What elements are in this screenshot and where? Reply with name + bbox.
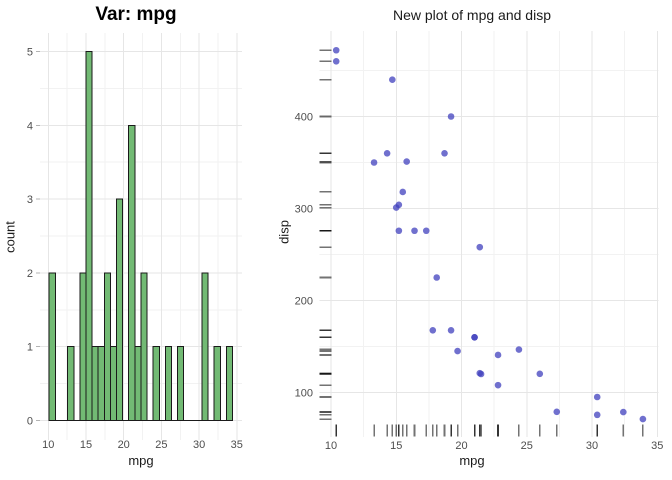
scatter-point: [403, 158, 410, 165]
histogram-title: Var: mpg: [95, 4, 177, 25]
x-tick-label: 25: [155, 439, 167, 451]
histogram-bar: [97, 346, 105, 422]
histogram-bar: [128, 124, 136, 422]
y-tick-label: 300: [295, 204, 313, 216]
scatter-point: [383, 150, 391, 157]
scatter-point: [515, 346, 523, 353]
scatter-point: [593, 393, 601, 401]
y-tick-label: 0: [27, 416, 33, 428]
histogram-bar: [225, 346, 234, 422]
y-tick-label: 100: [295, 388, 313, 400]
histogram-bar: [140, 272, 148, 421]
scatter-point: [454, 347, 461, 355]
scatter-point: [422, 227, 430, 235]
scatter-point: [392, 204, 400, 211]
histogram-bar: [79, 272, 87, 421]
histogram-x-axis-label: mpg: [128, 453, 154, 468]
histogram-bar: [201, 272, 209, 421]
x-tick-label: 30: [586, 440, 598, 452]
x-tick-label: 20: [118, 439, 130, 451]
scatter-x-axis-label: mpg: [459, 453, 485, 468]
y-tick-label: 5: [27, 47, 33, 59]
scatter-point: [447, 113, 455, 120]
scatter-point: [429, 327, 437, 334]
histogram-bar: [91, 346, 99, 422]
scatter-point: [399, 188, 407, 196]
scatter-point: [639, 415, 647, 423]
histogram-bar: [116, 198, 124, 421]
histogram-bar: [109, 346, 117, 422]
x-tick-label: 10: [325, 440, 337, 452]
x-tick-label: 35: [231, 439, 243, 451]
x-tick-label: 10: [42, 439, 54, 451]
scatter-point: [620, 408, 627, 416]
histogram-bar: [48, 272, 56, 421]
scatter-point: [433, 274, 441, 281]
y-tick-label: 2: [27, 268, 33, 280]
scatter-point: [411, 227, 418, 235]
histogram-bar: [103, 272, 111, 421]
scatter-point: [441, 150, 448, 157]
scatter-point: [494, 351, 502, 359]
scatter-point: [471, 334, 478, 341]
scatter-point: [447, 327, 455, 334]
scatter-point: [389, 76, 396, 83]
scatter-point: [332, 46, 340, 54]
scatter-point: [476, 243, 484, 251]
histogram-bar: [164, 346, 172, 422]
y-tick-label: 200: [295, 296, 313, 308]
scatter-point: [332, 58, 340, 65]
x-tick-label: 15: [80, 439, 92, 451]
histogram-bar: [85, 51, 93, 421]
scatter-point: [370, 159, 378, 166]
scatter-point: [593, 411, 601, 419]
scatter-point: [476, 369, 484, 377]
x-tick-label: 35: [651, 440, 663, 452]
y-tick-label: 4: [27, 120, 33, 132]
x-tick-label: 15: [390, 440, 402, 452]
scatter-title: New plot of mpg and disp: [393, 7, 551, 23]
y-tick-label: 400: [295, 112, 313, 124]
histogram-bar: [134, 346, 142, 422]
x-tick-label: 25: [521, 440, 533, 452]
histogram-bar: [152, 346, 160, 422]
scatter-point: [553, 408, 561, 416]
histogram-bar: [213, 346, 221, 422]
histogram-y-axis-label: count: [2, 221, 18, 253]
y-tick-label: 1: [27, 342, 33, 354]
scatter-y-axis-label: disp: [276, 220, 292, 244]
scatter-point: [494, 381, 502, 389]
x-tick-label: 30: [193, 439, 205, 451]
histogram-bar: [67, 346, 75, 422]
y-tick-label: 3: [27, 194, 33, 206]
histogram-bar: [177, 346, 185, 422]
x-tick-label: 20: [455, 440, 467, 452]
scatter-point: [536, 370, 544, 378]
scatter-point: [395, 227, 403, 235]
